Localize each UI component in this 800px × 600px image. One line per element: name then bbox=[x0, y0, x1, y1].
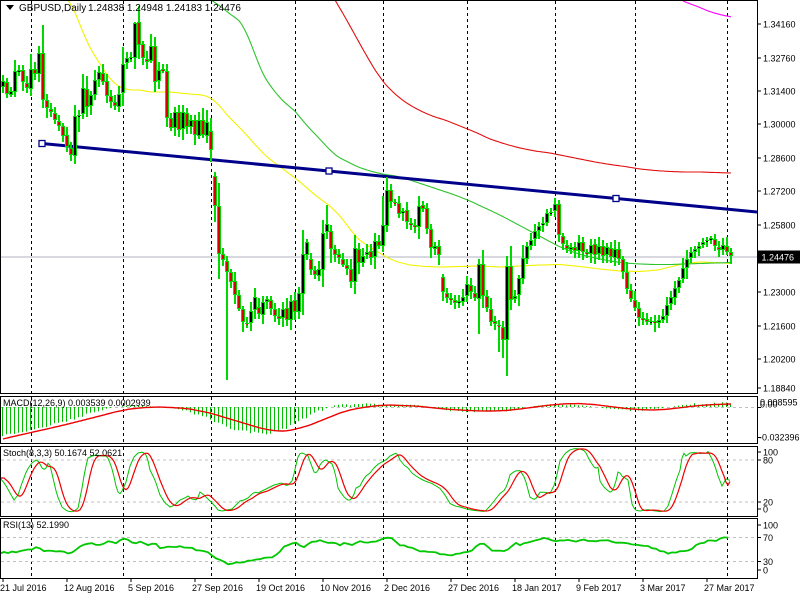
svg-text:1.31400: 1.31400 bbox=[763, 87, 796, 97]
svg-text:70: 70 bbox=[763, 533, 773, 543]
svg-text:MACD(12,26,9) 0.003539 0.00029: MACD(12,26,9) 0.003539 0.0002939 bbox=[3, 398, 151, 408]
svg-text:1.27200: 1.27200 bbox=[763, 187, 796, 197]
svg-text:1.23000: 1.23000 bbox=[763, 288, 796, 298]
svg-text:GBPUSD,Daily: GBPUSD,Daily bbox=[19, 3, 86, 14]
svg-text:RSI(13) 52.1990: RSI(13) 52.1990 bbox=[3, 520, 69, 530]
svg-text:10 Nov 2016: 10 Nov 2016 bbox=[320, 583, 371, 593]
svg-text:0.00: 0.00 bbox=[760, 400, 778, 410]
svg-text:9 Feb 2017: 9 Feb 2017 bbox=[576, 583, 622, 593]
svg-text:0: 0 bbox=[763, 566, 768, 576]
svg-text:0.008595: 0.008595 bbox=[760, 398, 798, 408]
svg-text:1.21600: 1.21600 bbox=[763, 322, 796, 332]
svg-text:30: 30 bbox=[763, 557, 773, 567]
svg-text:5 Sep 2016: 5 Sep 2016 bbox=[128, 583, 174, 593]
svg-text:1.24838 1.24948 1.24183 1.2447: 1.24838 1.24948 1.24183 1.24476 bbox=[88, 3, 241, 14]
svg-text:21 Jul 2016: 21 Jul 2016 bbox=[0, 583, 47, 593]
svg-text:1.30000: 1.30000 bbox=[763, 120, 796, 130]
svg-text:27 Mar 2017: 27 Mar 2017 bbox=[704, 583, 755, 593]
svg-text:100: 100 bbox=[763, 521, 778, 531]
svg-text:3 Mar 2017: 3 Mar 2017 bbox=[640, 583, 686, 593]
svg-text:1.18840: 1.18840 bbox=[763, 384, 796, 394]
svg-text:1.25800: 1.25800 bbox=[763, 221, 796, 231]
svg-text:1.20200: 1.20200 bbox=[763, 355, 796, 365]
svg-text:-0.032396: -0.032396 bbox=[759, 433, 800, 443]
svg-text:12 Aug 2016: 12 Aug 2016 bbox=[64, 583, 115, 593]
svg-text:Stoch(8,3,3) 50.1674 52.0621: Stoch(8,3,3) 50.1674 52.0621 bbox=[3, 448, 122, 458]
svg-text:27 Dec 2016: 27 Dec 2016 bbox=[448, 583, 499, 593]
svg-text:1.24476: 1.24476 bbox=[762, 253, 795, 263]
svg-text:1.32760: 1.32760 bbox=[763, 54, 796, 64]
svg-text:27 Sep 2016: 27 Sep 2016 bbox=[192, 583, 243, 593]
svg-text:100: 100 bbox=[763, 448, 778, 458]
svg-text:20: 20 bbox=[763, 498, 773, 508]
svg-text:80: 80 bbox=[763, 456, 773, 466]
svg-text:1.28600: 1.28600 bbox=[763, 154, 796, 164]
svg-text:1.34160: 1.34160 bbox=[763, 20, 796, 30]
svg-text:18 Jan 2017: 18 Jan 2017 bbox=[512, 583, 562, 593]
svg-text:0: 0 bbox=[763, 505, 768, 515]
svg-text:19 Oct 2016: 19 Oct 2016 bbox=[256, 583, 305, 593]
svg-text:2 Dec 2016: 2 Dec 2016 bbox=[384, 583, 430, 593]
